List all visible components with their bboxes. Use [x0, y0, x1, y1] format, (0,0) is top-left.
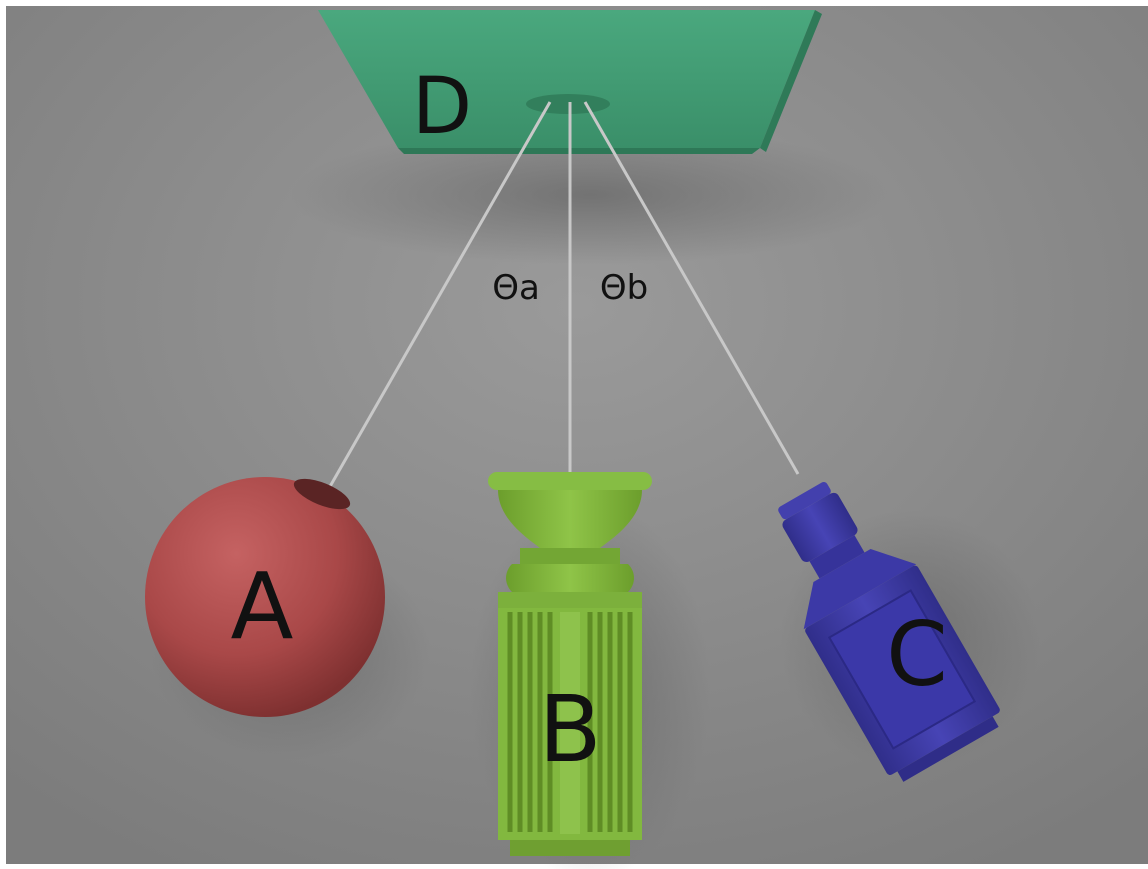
string-to-c	[583, 101, 800, 475]
strings	[318, 101, 800, 505]
object-a-sphere: A	[145, 477, 385, 717]
label-c: C	[886, 603, 947, 706]
plate-shadow	[290, 125, 890, 265]
label-a: A	[231, 553, 294, 660]
label-d: D	[412, 62, 472, 152]
string-to-a	[318, 101, 552, 505]
angle-label-a: Θa	[492, 268, 540, 308]
angle-label-b: Θb	[600, 268, 648, 308]
label-b: B	[538, 676, 601, 783]
object-b-vase: B	[488, 472, 652, 856]
object-c-bottle	[778, 481, 1000, 782]
support-plate-d: D	[318, 10, 822, 154]
